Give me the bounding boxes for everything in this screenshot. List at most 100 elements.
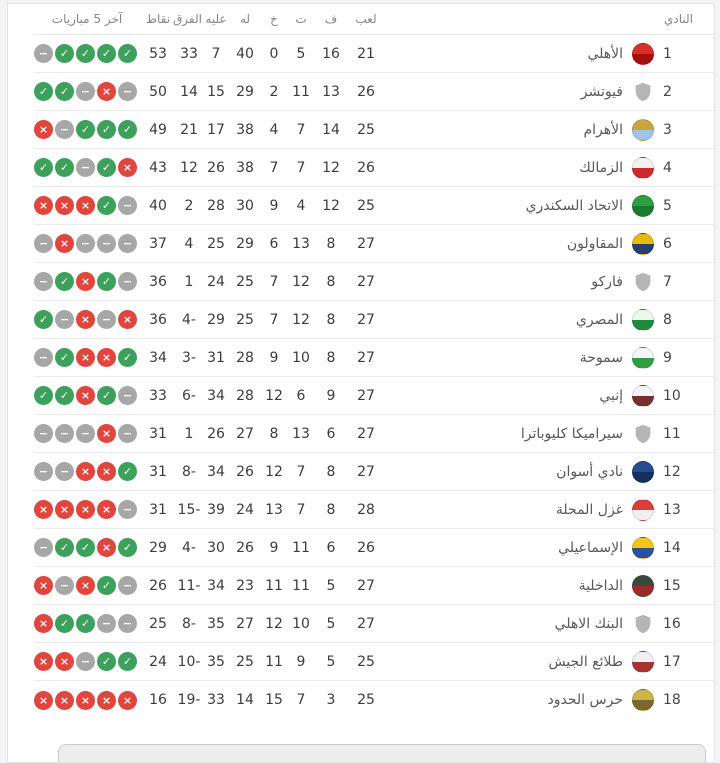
draw-icon: − [34,348,53,367]
drawn-value: 11 [292,83,310,100]
draw-icon: − [34,538,53,557]
lost-value: 11 [265,577,283,594]
table-row[interactable]: 10 إنبي 27 9 6 12 28 34 -6 33 ✓ ✓ × ✓ − [34,377,714,415]
table-row[interactable]: 3 الأهرام 25 14 7 4 38 17 21 49 × − ✓ ✓ ✓ [34,111,714,149]
rank-number: 8 [663,311,672,328]
club-cell: 16 البنك الاهلي [384,613,706,635]
played-value: 27 [357,615,375,632]
table-row[interactable]: 13 غزل المحلة 28 8 7 13 24 39 -15 31 × × ×… [34,491,714,529]
goals-for-value: 27 [236,425,254,442]
last5-form: × × × × − [34,500,140,519]
draw-icon: − [34,462,53,481]
won-value: 13 [322,83,340,100]
club-logo-icon [632,689,654,711]
club-logo-placeholder-shield-icon [632,613,654,635]
draw-icon: − [76,652,95,671]
last5-form: − ✓ × × ✓ [34,348,140,367]
table-row[interactable]: 2 فيوتشر 26 13 11 2 29 15 14 50 ✓ ✓ − × − [34,73,714,111]
table-row[interactable]: 11 سيراميكا كليوباترا 27 6 13 8 27 26 1 … [34,415,714,453]
loss-icon: × [76,386,95,405]
drawn-value: 11 [292,539,310,556]
goal-diff-value: -19 [177,692,201,708]
last5-form: × ✓ ✓ − − [34,614,140,633]
win-icon: ✓ [76,44,95,63]
rank-number: 14 [663,539,681,556]
club-cell: 17 طلائع الجيش [384,650,706,673]
points-value: 36 [149,311,167,328]
goal-diff-value: -6 [182,387,196,404]
lost-value: 6 [269,235,279,252]
draw-icon: − [118,82,137,101]
points-value: 31 [149,425,167,442]
table-row[interactable]: 14 الإسماعيلي 26 6 11 9 26 30 -4 29 − ✓ ✓ ×… [34,529,714,567]
rank-number: 5 [663,197,672,214]
table-row[interactable]: 18 حرس الحدود 25 3 7 15 14 33 -19 16 × × ×… [34,681,714,719]
lost-value: 15 [265,692,283,708]
draw-icon: − [55,424,74,443]
table-row[interactable]: 9 سموحة 27 8 10 9 28 31 -3 34 − ✓ × × ✓ [34,339,714,377]
table-row[interactable]: 17 طلائع الجيش 25 5 9 11 25 35 -10 24 × ×… [34,643,714,681]
goals-against-value: 31 [207,349,225,366]
table-row[interactable]: 8 المصري 27 8 12 7 25 29 -4 36 ✓ − × − × [34,301,714,339]
played-value: 26 [357,539,375,556]
win-icon: ✓ [118,652,137,671]
drawn-value: 5 [296,45,306,62]
win-icon: ✓ [76,614,95,633]
lost-value: 13 [265,501,283,518]
table-row[interactable]: 5 الاتحاد السكندري 25 12 4 9 30 28 2 40 … [34,187,714,225]
drawn-value: 6 [296,387,306,404]
rank-number: 2 [663,83,672,100]
won-value: 12 [322,197,340,214]
draw-icon: − [34,424,53,443]
club-name: سموحة [579,349,623,366]
table-row[interactable]: 1 الأهلي 21 16 5 0 40 7 33 53 − ✓ ✓ ✓ ✓ [34,35,714,73]
table-row[interactable]: 4 الزمالك 26 12 7 7 38 26 12 43 ✓ ✓ − ✓ × [34,149,714,187]
loss-icon: × [34,120,53,139]
loss-icon: × [97,690,116,710]
club-name: نادي أسوان [556,463,623,480]
points-value: 50 [149,83,167,100]
drawn-value: 10 [292,349,310,366]
points-value: 31 [149,501,167,518]
won-value: 3 [326,692,336,708]
rank-number: 1 [663,45,672,62]
draw-icon: − [76,158,95,177]
goals-against-value: 35 [207,653,225,670]
won-value: 12 [322,159,340,176]
win-icon: ✓ [34,158,53,177]
win-icon: ✓ [97,386,116,405]
draw-icon: − [118,234,137,253]
club-name: الأهلي [587,45,623,62]
goals-against-value: 25 [207,235,225,252]
won-value: 6 [326,539,336,556]
win-icon: ✓ [118,120,137,139]
draw-icon: − [118,386,137,405]
win-icon: ✓ [97,576,116,595]
loss-icon: × [97,424,116,443]
loss-icon: × [118,690,137,710]
last5-form: − × − − − [34,234,140,253]
rank-number: 6 [663,235,672,252]
loss-icon: × [76,576,95,595]
table-row[interactable]: 6 المقاولون 27 8 13 6 29 25 4 37 − × − − − [34,225,714,263]
goals-against-value: 39 [207,501,225,518]
draw-icon: − [55,120,74,139]
goal-diff-value: 14 [180,83,198,100]
goal-diff-value: -3 [182,349,196,366]
draw-icon: − [118,576,137,595]
lost-value: 0 [269,45,279,62]
played-value: 21 [357,45,375,62]
table-row[interactable]: 12 نادي أسوان 27 8 7 12 26 34 -8 31 − − × ×… [34,453,714,491]
goals-for-value: 29 [236,83,254,100]
club-cell: 13 غزل المحلة [384,498,706,521]
draw-icon: − [118,424,137,443]
win-icon: ✓ [34,82,53,101]
lost-value: 12 [265,463,283,480]
win-icon: ✓ [118,462,137,481]
club-name: الأهرام [583,121,623,138]
table-row[interactable]: 7 فاركو 27 8 12 7 25 24 1 36 − ✓ × ✓ − [34,263,714,301]
table-row[interactable]: 16 البنك الاهلي 27 5 10 12 27 35 -8 25 ×… [34,605,714,643]
club-name: الإسماعيلي [558,539,623,556]
table-row[interactable]: 15 الداخلية 27 5 11 11 23 34 -11 26 × − × ✓… [34,567,714,605]
goals-for-value: 28 [236,349,254,366]
